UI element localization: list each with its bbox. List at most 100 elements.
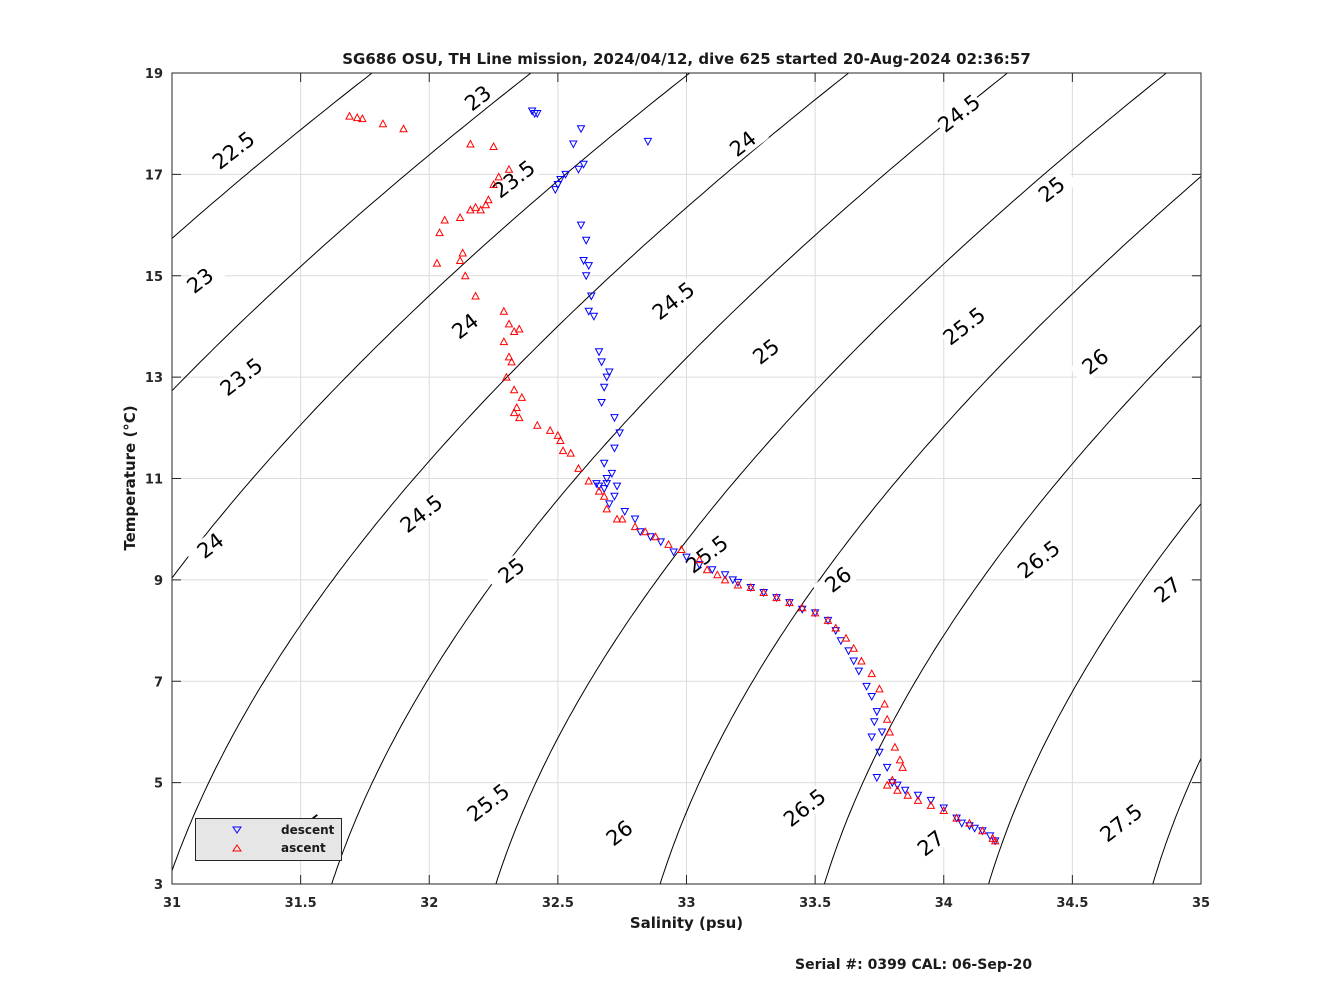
y-tick-label: 11 bbox=[145, 473, 163, 488]
contour-label-text: 23.5 bbox=[216, 353, 268, 401]
contour-label-text: 25.5 bbox=[463, 779, 515, 827]
isopycnal-line bbox=[1304, 22, 1328, 934]
y-tick-label: 15 bbox=[145, 270, 163, 285]
ascent-point bbox=[617, 514, 627, 523]
ascent-point bbox=[890, 742, 900, 751]
ascent-point bbox=[345, 111, 354, 120]
ascent-point bbox=[849, 643, 859, 652]
descent-point bbox=[720, 571, 730, 580]
descent-point bbox=[561, 170, 570, 179]
ascent-point bbox=[602, 504, 612, 513]
isopycnal-line bbox=[495, 73, 1168, 884]
descent-point bbox=[581, 236, 591, 245]
contour-label: 26 bbox=[593, 809, 646, 857]
descent-point bbox=[682, 553, 691, 562]
ascent-point bbox=[545, 425, 555, 434]
contour-label: 26 bbox=[1069, 338, 1122, 386]
descent-point bbox=[579, 257, 588, 266]
ascent-point bbox=[502, 372, 511, 381]
ascent-point bbox=[440, 215, 450, 224]
descent-point bbox=[576, 125, 586, 134]
ascent-point bbox=[702, 565, 712, 574]
isopycnal-line bbox=[1152, 757, 1201, 884]
legend: descent ascent bbox=[195, 818, 342, 861]
contour-label: 23.5 bbox=[216, 353, 268, 401]
x-tick-label: 34.5 bbox=[1056, 896, 1088, 911]
descent-point bbox=[913, 791, 923, 800]
contour-label: 26.5 bbox=[779, 784, 831, 832]
y-tick-label: 7 bbox=[154, 675, 163, 690]
y-tick-label: 9 bbox=[154, 574, 163, 589]
descent-point bbox=[646, 533, 655, 542]
ascent-point bbox=[499, 337, 509, 346]
contour-label: 24 bbox=[717, 120, 769, 168]
descent-point bbox=[970, 824, 979, 833]
isopycnal-line bbox=[331, 73, 1009, 884]
chart-title: SG686 OSU, TH Line mission, 2024/04/12, … bbox=[342, 50, 1031, 68]
ascent-point bbox=[514, 413, 524, 422]
descent-point bbox=[630, 515, 640, 524]
ascent-point bbox=[641, 527, 650, 536]
descent-point bbox=[579, 160, 588, 169]
series-ascent bbox=[345, 111, 1000, 845]
ascent-point bbox=[797, 603, 807, 612]
ascent-point bbox=[867, 669, 877, 678]
y-tick-label: 19 bbox=[145, 67, 163, 82]
descent-point bbox=[599, 485, 609, 494]
ascent-point bbox=[509, 408, 519, 417]
legend-label-descent: descent bbox=[281, 823, 335, 837]
descent-point bbox=[882, 763, 892, 772]
ascent-point bbox=[823, 615, 833, 624]
ascent-point bbox=[898, 762, 907, 771]
descent-point bbox=[586, 292, 596, 301]
descent-point bbox=[599, 459, 609, 468]
descent-point bbox=[602, 480, 612, 489]
ascent-point bbox=[893, 785, 902, 794]
ascent-point bbox=[504, 164, 514, 173]
contour-label-text: 24.5 bbox=[648, 277, 700, 325]
ascent-point bbox=[612, 514, 622, 523]
contour-label: 27 bbox=[1141, 566, 1194, 614]
descent-point bbox=[867, 733, 877, 742]
contour-label: 25.5 bbox=[938, 303, 990, 351]
descent-point bbox=[926, 796, 936, 805]
descent-point bbox=[957, 819, 967, 828]
ascent-point bbox=[903, 790, 913, 799]
descent-point bbox=[620, 507, 630, 517]
descent-point bbox=[602, 373, 612, 382]
descent-point bbox=[854, 667, 864, 676]
density-contours bbox=[172, 22, 1328, 934]
descent-point bbox=[607, 469, 617, 478]
descent-point bbox=[900, 786, 910, 795]
descent-point bbox=[610, 414, 619, 423]
ascent-point bbox=[887, 775, 897, 784]
descent-point bbox=[610, 492, 619, 501]
descent-point bbox=[550, 186, 560, 195]
descent-point bbox=[867, 692, 877, 702]
density-contour-labels: 22.5232323.523.524242424.524.524.5252525… bbox=[174, 74, 1194, 867]
contour-label: 26.5 bbox=[1013, 536, 1065, 584]
ascent-point bbox=[352, 113, 362, 122]
x-tick-label: 33.5 bbox=[799, 896, 831, 911]
ascent-point bbox=[875, 684, 884, 693]
ascent-point bbox=[358, 114, 367, 123]
descent-point bbox=[872, 774, 882, 783]
descent-point bbox=[849, 657, 859, 666]
contour-label: 23 bbox=[174, 257, 226, 305]
descent-point bbox=[584, 307, 594, 316]
contour-label: 25.5 bbox=[463, 779, 515, 827]
isopycnal-line bbox=[659, 175, 1201, 884]
ascent-point bbox=[677, 544, 686, 553]
x-tick-label: 32.5 bbox=[542, 896, 574, 911]
ascent-point bbox=[926, 800, 936, 809]
isopycnal-line bbox=[172, 73, 373, 240]
descent-point bbox=[604, 368, 614, 377]
descent-point bbox=[556, 175, 565, 184]
contour-label: 24.5 bbox=[648, 277, 700, 325]
descent-point bbox=[604, 500, 614, 509]
contour-label-text: 22.5 bbox=[208, 127, 260, 175]
ascent-point bbox=[558, 446, 568, 455]
ascent-point bbox=[733, 580, 743, 589]
